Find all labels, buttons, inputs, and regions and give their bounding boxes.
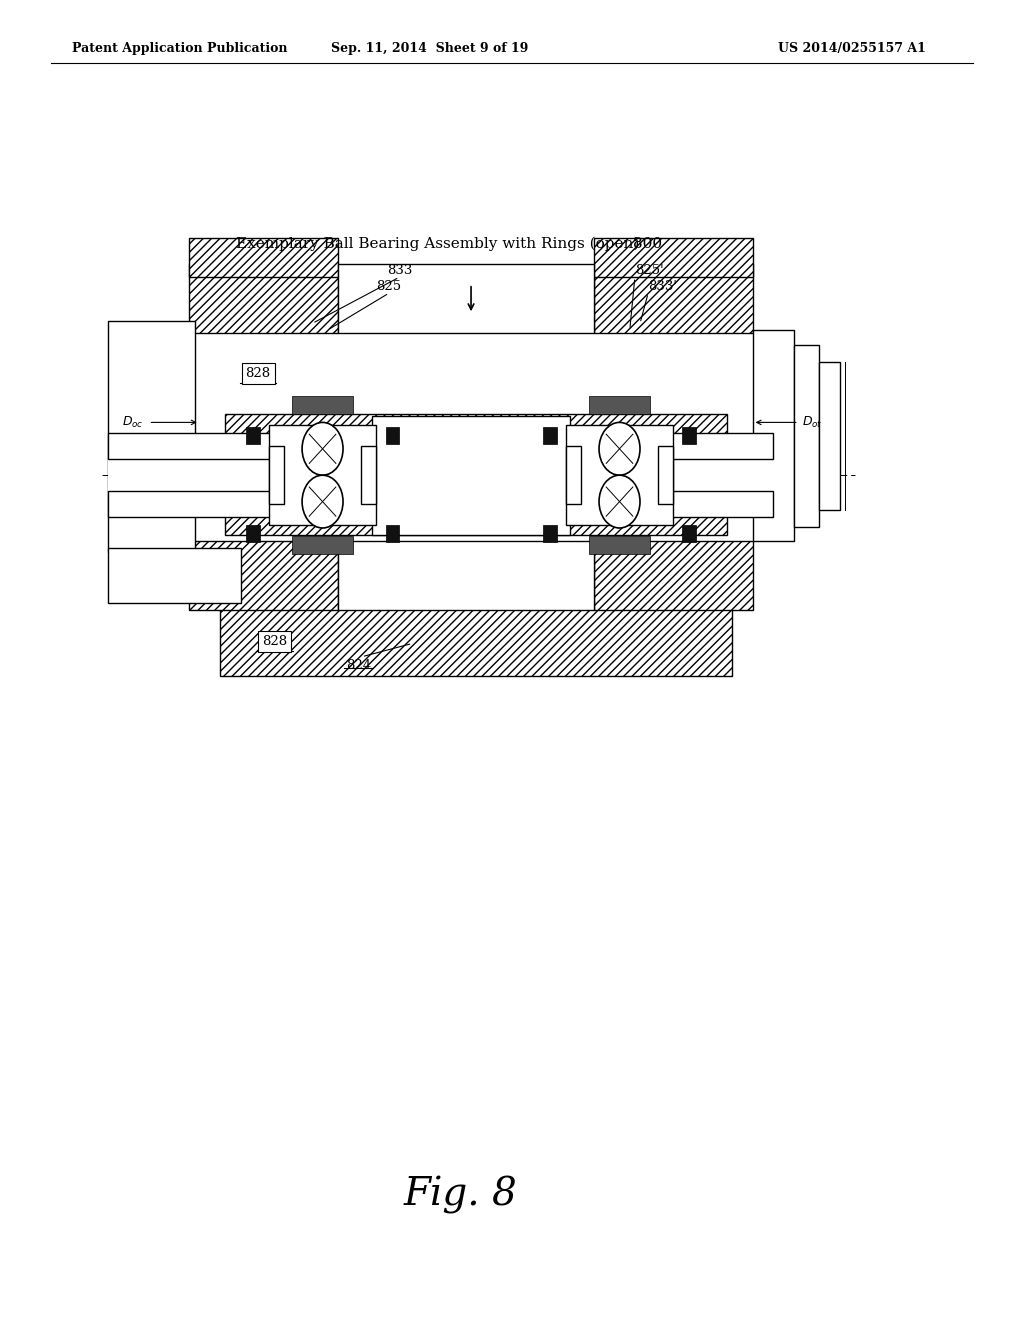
Bar: [292, 396, 353, 414]
Bar: [589, 536, 650, 554]
Bar: [108, 491, 773, 517]
Bar: [565, 446, 582, 504]
Text: Exemplary Ball Bearing Assembly with Rings (open): Exemplary Ball Bearing Assembly with Rin…: [237, 236, 644, 251]
Bar: [108, 459, 773, 491]
Bar: [108, 321, 195, 552]
Bar: [246, 525, 260, 541]
Text: 825: 825: [377, 280, 401, 293]
Bar: [794, 345, 819, 527]
Bar: [220, 603, 732, 676]
Circle shape: [599, 475, 640, 528]
Text: Patent Application Publication: Patent Application Publication: [72, 42, 287, 55]
Bar: [108, 433, 773, 459]
Bar: [225, 414, 727, 436]
Bar: [225, 513, 727, 535]
Text: Fig. 8: Fig. 8: [403, 1176, 518, 1213]
Bar: [189, 238, 338, 277]
Bar: [543, 426, 557, 444]
Text: 828: 828: [246, 367, 270, 380]
Bar: [292, 536, 353, 554]
Bar: [594, 238, 753, 277]
Bar: [372, 416, 570, 535]
Text: 800: 800: [633, 236, 662, 251]
Bar: [683, 525, 696, 541]
Text: 824: 824: [346, 659, 371, 672]
Bar: [753, 330, 794, 541]
Bar: [338, 541, 594, 610]
Bar: [189, 264, 338, 333]
Text: $D_{ot}$: $D_{ot}$: [802, 414, 822, 430]
Bar: [268, 425, 377, 525]
Bar: [565, 425, 674, 525]
Bar: [594, 264, 753, 333]
Text: US 2014/0255157 A1: US 2014/0255157 A1: [778, 42, 926, 55]
Text: 823: 823: [397, 440, 422, 453]
Circle shape: [302, 475, 343, 528]
Text: 833': 833': [648, 280, 677, 293]
Bar: [589, 396, 650, 414]
Text: 833: 833: [387, 264, 412, 277]
Bar: [657, 446, 674, 504]
Bar: [189, 541, 338, 610]
Text: Sep. 11, 2014  Sheet 9 of 19: Sep. 11, 2014 Sheet 9 of 19: [332, 42, 528, 55]
Text: 825': 825': [635, 264, 664, 277]
Text: 822: 822: [568, 473, 594, 486]
Bar: [594, 541, 753, 610]
Bar: [385, 525, 399, 541]
Bar: [360, 446, 377, 504]
Text: $D_{oc}$: $D_{oc}$: [122, 414, 143, 430]
Bar: [543, 525, 557, 541]
Bar: [268, 446, 285, 504]
Bar: [246, 426, 260, 444]
Bar: [108, 548, 241, 603]
Circle shape: [599, 422, 640, 475]
Circle shape: [302, 422, 343, 475]
Bar: [683, 426, 696, 444]
Bar: [819, 362, 840, 510]
Bar: [385, 426, 399, 444]
Text: 828: 828: [262, 635, 287, 648]
Bar: [338, 264, 594, 333]
